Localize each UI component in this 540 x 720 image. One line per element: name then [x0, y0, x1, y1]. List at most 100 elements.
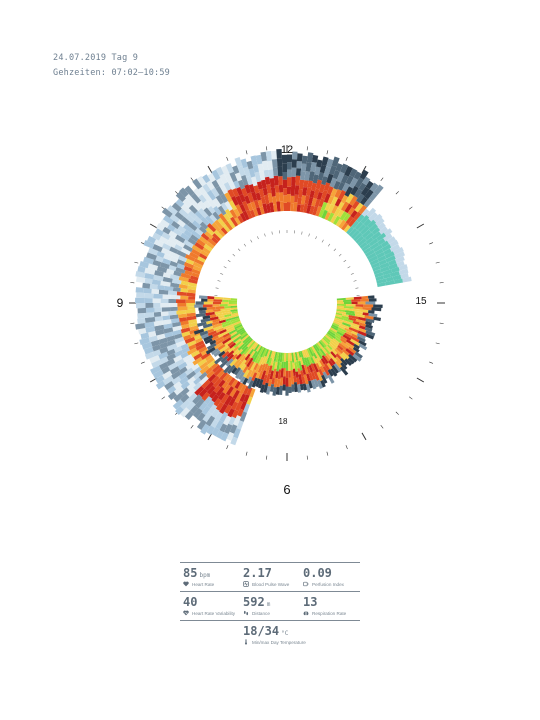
- inner-ring-cell: [226, 364, 236, 375]
- outer-ring-cell: [229, 209, 238, 220]
- inner-ring-cell: [339, 338, 347, 344]
- outer-ring-cell: [380, 266, 390, 273]
- inner-ring-cell: [344, 327, 353, 333]
- outer-ring-cell: [317, 172, 325, 181]
- outer-ring-cell: [186, 347, 198, 356]
- inner-ring-cell: [195, 301, 204, 305]
- inner-ring-cell: [262, 374, 268, 386]
- outer-ring-cell: [191, 248, 201, 257]
- outer-ring-cell: [187, 289, 196, 294]
- outer-ring-cell: [272, 167, 279, 177]
- outer-ring-cell: [235, 195, 243, 206]
- inner-ring-cell: [228, 342, 237, 349]
- outer-ring-cell: [225, 163, 234, 174]
- outer-ring-cell: [190, 405, 199, 414]
- inner-ring-cell: [315, 342, 322, 350]
- inner-ring-cell: [238, 371, 245, 381]
- outer-ring-cell: [190, 193, 202, 204]
- outer-ring-cell: [158, 351, 169, 360]
- outer-ring-cell: [400, 272, 409, 279]
- outer-ring-cell: [291, 159, 298, 168]
- outer-ring-cell: [300, 163, 307, 172]
- outer-ring-cell: [319, 164, 327, 174]
- outer-ring-cell: [306, 205, 312, 214]
- inner-ring-cell: [214, 335, 224, 343]
- inner-ring-cell: [340, 341, 350, 349]
- inner-ring-cell: [201, 333, 209, 339]
- outer-ring-cell: [239, 400, 247, 411]
- outer-ring-cell: [259, 206, 265, 215]
- outer-ring-cell: [277, 166, 283, 177]
- inner-ring-cell: [285, 352, 289, 361]
- outer-ring-cell: [236, 382, 244, 392]
- outer-ring-cell: [180, 280, 189, 286]
- outer-ring-cell: [166, 223, 176, 232]
- inner-ring-cell: [263, 382, 269, 393]
- inner-ring-cell: [326, 331, 337, 340]
- outer-ring-cell: [214, 219, 224, 230]
- outer-ring-cell: [318, 183, 326, 194]
- outer-ring-cell: [177, 255, 188, 263]
- outer-ring-cell: [212, 197, 222, 208]
- outer-ring-cell: [304, 170, 311, 181]
- outer-ring-cell: [231, 409, 239, 419]
- inner-ring-cell: [251, 372, 258, 382]
- outer-ring-cell: [378, 259, 387, 266]
- inner-ring-cell: [296, 351, 301, 362]
- outer-ring-cell: [193, 258, 205, 266]
- outer-ring-cell: [187, 340, 197, 347]
- heart-rate-unit: bpm: [199, 572, 211, 579]
- outer-ring-cell: [227, 377, 236, 387]
- outer-ring-cell: [363, 218, 372, 227]
- outer-ring-cell: [206, 189, 217, 201]
- outer-ring-cell: [187, 306, 196, 310]
- outer-ring-cell: [187, 376, 196, 385]
- inner-ring-cell: [303, 349, 308, 358]
- outer-ring-cell: [338, 219, 347, 229]
- heart-variability-icon: [183, 610, 189, 616]
- inner-ring-cell: [342, 320, 353, 326]
- outer-ring-cell: [239, 212, 247, 222]
- outer-ring-cell: [383, 228, 393, 237]
- outer-ring-cell: [153, 311, 162, 317]
- outer-ring-cell: [385, 255, 396, 263]
- inner-ring-cell: [340, 362, 348, 370]
- outer-ring-cell: [185, 299, 196, 303]
- outer-ring-cell: [150, 365, 162, 375]
- outer-ring-cell: [253, 199, 260, 209]
- outer-ring-cell: [375, 275, 384, 281]
- outer-ring-cell: [169, 251, 180, 259]
- outer-ring-cell: [324, 211, 331, 221]
- inner-ring-cell: [204, 338, 213, 345]
- inner-ring-cell: [362, 306, 372, 311]
- outer-ring-cell: [191, 363, 200, 371]
- inner-ring-cell: [283, 361, 286, 369]
- outer-ring-cell: [350, 185, 359, 196]
- inner-ring-cell: [296, 360, 300, 369]
- outer-ring-cell: [359, 196, 368, 206]
- inner-ring-cell: [245, 369, 253, 380]
- outer-ring-cell: [213, 385, 221, 394]
- outer-ring-cell: [187, 210, 198, 220]
- inner-ring-cell: [310, 379, 317, 390]
- outer-ring-cell: [230, 379, 239, 388]
- outer-ring-cell: [220, 227, 228, 235]
- inner-ring-cell: [228, 301, 238, 305]
- inner-ring-cell: [251, 377, 258, 388]
- inner-ring-cell: [250, 361, 257, 371]
- inner-ring-cell: [308, 380, 313, 389]
- outer-ring-cell: [186, 303, 196, 307]
- outer-ring-cell: [379, 262, 390, 269]
- inner-ring-cell: [210, 348, 220, 356]
- outer-ring-cell: [166, 343, 178, 351]
- inner-ring-cell: [251, 350, 258, 359]
- inner-ring-cell: [223, 323, 234, 330]
- outer-ring-cell: [273, 175, 279, 186]
- inner-ring-cell: [324, 355, 331, 362]
- inner-ring-cell: [339, 353, 347, 361]
- outer-ring-cell: [349, 168, 358, 178]
- inner-ring-cell: [323, 335, 331, 343]
- outer-ring-cell: [224, 220, 233, 231]
- inner-ring-cell: [298, 374, 303, 385]
- outer-ring-cell: [360, 225, 370, 235]
